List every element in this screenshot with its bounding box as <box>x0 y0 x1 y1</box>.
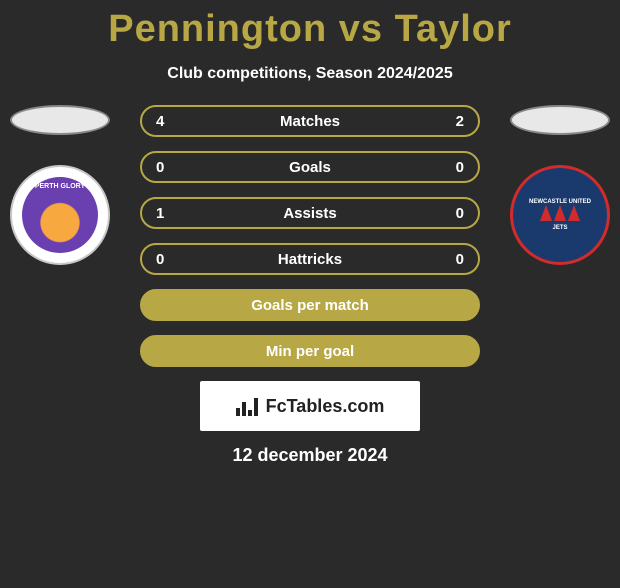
stat-row-assists: 1 Assists 0 <box>140 197 480 229</box>
stat-left-value: 0 <box>156 159 186 176</box>
player-left-silhouette <box>10 105 110 135</box>
player-left-column: PERTH GLORY <box>10 105 110 265</box>
stat-row-goals-per-match: Goals per match <box>140 289 480 321</box>
club-badge-right-inner: NEWCASTLE UNITED JETS <box>513 168 607 262</box>
date-label: 12 december 2024 <box>0 445 620 466</box>
stat-label: Matches <box>186 113 434 130</box>
page-title: Pennington vs Taylor <box>0 8 620 51</box>
stat-row-matches: 4 Matches 2 <box>140 105 480 137</box>
fctables-badge[interactable]: FcTables.com <box>200 381 420 431</box>
stat-row-hattricks: 0 Hattricks 0 <box>140 243 480 275</box>
club-badge-left: PERTH GLORY <box>10 165 110 265</box>
stat-label: Hattricks <box>186 251 434 268</box>
stat-left-value: 1 <box>156 205 186 222</box>
stat-label: Assists <box>186 205 434 222</box>
stat-label: Goals per match <box>156 297 464 314</box>
club-badge-left-label: PERTH GLORY <box>22 177 98 253</box>
jets-icon <box>540 205 580 221</box>
comparison-content: PERTH GLORY NEWCASTLE UNITED JETS 4 Matc… <box>0 105 620 466</box>
fctables-text: FcTables.com <box>266 396 385 417</box>
stat-left-value: 4 <box>156 113 186 130</box>
stat-rows: 4 Matches 2 0 Goals 0 1 Assists 0 0 Hatt… <box>140 105 480 367</box>
bar-chart-icon <box>236 396 258 416</box>
club-badge-right: NEWCASTLE UNITED JETS <box>510 165 610 265</box>
subtitle: Club competitions, Season 2024/2025 <box>0 65 620 83</box>
player-right-column: NEWCASTLE UNITED JETS <box>510 105 610 265</box>
stat-label: Goals <box>186 159 434 176</box>
stat-left-value: 0 <box>156 251 186 268</box>
stat-row-min-per-goal: Min per goal <box>140 335 480 367</box>
stat-right-value: 0 <box>434 205 464 222</box>
club-right-name-bottom: JETS <box>552 225 567 231</box>
stat-label: Min per goal <box>156 343 464 360</box>
stat-right-value: 0 <box>434 251 464 268</box>
stat-right-value: 2 <box>434 113 464 130</box>
stat-row-goals: 0 Goals 0 <box>140 151 480 183</box>
player-right-silhouette <box>510 105 610 135</box>
stat-right-value: 0 <box>434 159 464 176</box>
